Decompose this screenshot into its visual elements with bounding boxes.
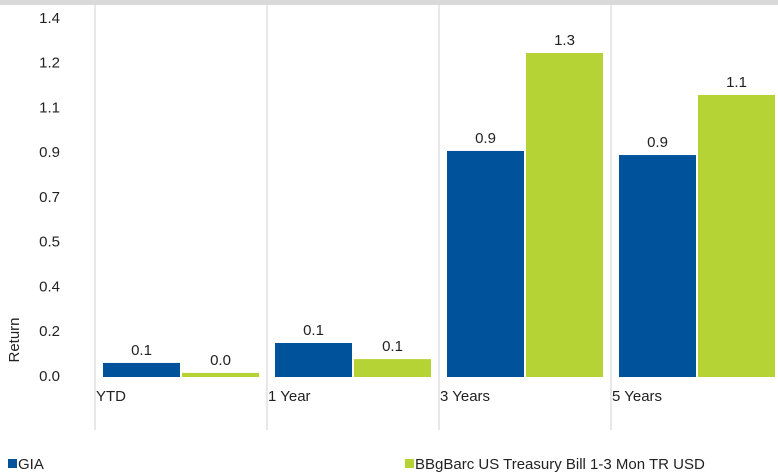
y-tick-label: 0.2 [39, 323, 60, 340]
bar [354, 359, 431, 377]
y-tick-label: 0.7 [39, 189, 60, 206]
bar [619, 155, 696, 377]
value-label: 1.1 [726, 74, 747, 91]
value-label: 0.9 [647, 134, 668, 151]
value-label: 0.1 [382, 338, 403, 355]
legend-swatch [405, 459, 414, 468]
value-label: 1.3 [554, 32, 575, 49]
bar [698, 94, 775, 377]
value-label: 0.1 [131, 342, 152, 359]
value-label: 0.1 [303, 322, 324, 339]
y-tick-label: 0.4 [39, 278, 60, 295]
bar [526, 53, 603, 377]
y-tick-label: 1.2 [39, 55, 60, 72]
x-tick-label: 3 Years [440, 388, 490, 405]
legend-swatch [8, 459, 17, 468]
y-tick-label: 0.0 [39, 368, 60, 385]
legend-label: GIA [18, 456, 44, 473]
bar [182, 372, 259, 377]
x-tick-label: 5 Years [612, 388, 662, 405]
y-axis-label: Return [6, 317, 23, 362]
top-border [0, 0, 778, 5]
bar [103, 362, 180, 377]
y-tick-label: 1.4 [39, 10, 60, 27]
y-tick-label: 0.5 [39, 234, 60, 251]
bar [447, 150, 524, 377]
y-tick-label: 1.1 [39, 99, 60, 116]
legend-label: BBgBarc US Treasury Bill 1-3 Mon TR USD [415, 456, 705, 473]
y-tick-label: 0.9 [39, 144, 60, 161]
x-tick-label: 1 Year [268, 388, 311, 405]
x-tick-label: YTD [96, 388, 126, 405]
value-label: 0.0 [210, 352, 231, 369]
bar [275, 342, 352, 377]
value-label: 0.9 [475, 130, 496, 147]
